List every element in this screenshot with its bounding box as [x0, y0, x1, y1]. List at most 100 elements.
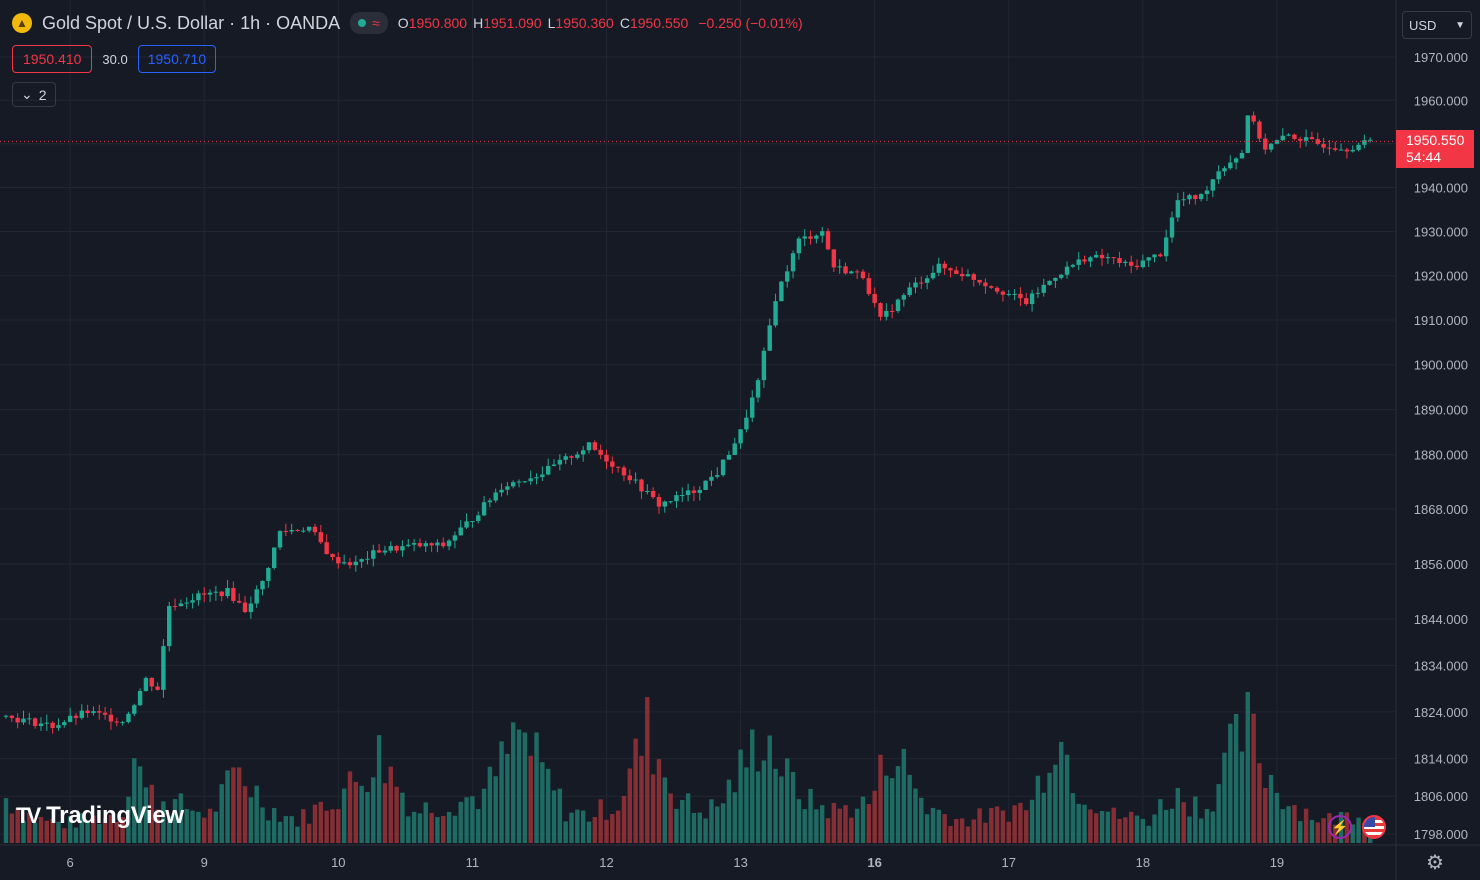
volume-bar [720, 803, 726, 843]
market-status-pill[interactable]: ≈ [350, 12, 388, 34]
candle-body [994, 287, 1000, 292]
volume-bar [557, 788, 563, 843]
volume-bar [703, 818, 708, 843]
candle-body [1053, 277, 1058, 281]
volume-bar [1222, 752, 1227, 843]
candle-body [889, 311, 895, 313]
candle-body [260, 581, 265, 590]
candle-body [942, 263, 947, 269]
candle-body [610, 461, 615, 467]
volume-bar [849, 817, 854, 843]
volume-bar [1181, 802, 1186, 843]
candle-body [137, 691, 143, 706]
volume-bar [114, 822, 119, 843]
volume-bar [429, 812, 434, 843]
volume-bar [1158, 799, 1163, 843]
candle-body [242, 602, 248, 613]
volume-bar [627, 768, 633, 843]
volume-bar [1169, 808, 1175, 843]
volume-bar [732, 792, 737, 843]
candle-body [685, 490, 691, 495]
change-value: −0.250 (−0.01%) [698, 15, 803, 31]
candle-body [779, 281, 784, 302]
lightning-icon[interactable]: ⚡ [1328, 815, 1352, 839]
candle-body [207, 592, 213, 595]
volume-bar [1018, 802, 1023, 843]
settings-gear-icon[interactable]: ⚙ [1426, 852, 1444, 874]
candle-body [820, 231, 825, 236]
candle-body [9, 715, 15, 718]
volume-bar [697, 812, 702, 843]
volume-bar [511, 722, 516, 843]
candle-body [219, 591, 224, 597]
volume-bar [814, 809, 819, 843]
candle-body [977, 279, 982, 283]
candle-body [715, 475, 720, 477]
candle-body [691, 490, 697, 493]
symbol-title[interactable]: Gold Spot / U.S. Dollar · 1h · OANDA [42, 12, 341, 33]
volume-bar [1257, 763, 1262, 843]
candle-body [1333, 148, 1338, 150]
volume-bar [610, 814, 615, 843]
us-flag-icon[interactable] [1362, 815, 1386, 839]
volume-bar [1105, 811, 1111, 843]
candle-body [1123, 261, 1128, 263]
candle-body [621, 467, 627, 476]
volume-bar [691, 812, 697, 843]
candle-body [720, 459, 726, 476]
y-tick-label: 1868.000 [1414, 502, 1468, 517]
close-value: 1950.550 [629, 15, 689, 31]
volume-bar [161, 801, 166, 843]
volume-bar [38, 817, 44, 843]
volume-bar [202, 817, 207, 843]
candle-body [959, 273, 965, 277]
candle-body [650, 490, 656, 498]
candle-body [592, 442, 598, 450]
sell-button[interactable]: 1950.410 [12, 45, 93, 73]
volume-bar [1099, 810, 1105, 843]
volume-bar [1198, 818, 1204, 843]
candle-body [505, 486, 510, 490]
candle-body [1012, 293, 1017, 295]
volume-bar [1047, 772, 1052, 843]
candle-body [1216, 171, 1221, 180]
volume-bar [242, 786, 248, 843]
candle-body [102, 712, 108, 715]
candle-body [32, 718, 38, 727]
candle-body [569, 456, 574, 458]
volume-bar [365, 792, 370, 843]
volume-bar [137, 766, 143, 843]
tradingview-mark-icon: TV [16, 803, 41, 828]
volume-bar [423, 802, 428, 843]
candle-body [1251, 115, 1256, 122]
volume-bar [1035, 775, 1041, 843]
candle-body [1280, 135, 1285, 141]
volume-bar [522, 732, 528, 843]
volume-bar [1041, 792, 1046, 843]
candle-body [545, 465, 551, 475]
y-tick-label: 1920.000 [1414, 269, 1468, 284]
volume-bar [942, 814, 947, 843]
volume-bar [761, 760, 767, 843]
buy-button[interactable]: 1950.710 [137, 45, 217, 73]
volume-bar [1303, 808, 1309, 843]
y-tick-label: 1798.000 [1414, 827, 1468, 842]
symbol-gold-icon[interactable]: ▲ [12, 13, 32, 33]
volume-bar [1292, 805, 1297, 843]
tradingview-logo[interactable]: TV TradingView [16, 802, 184, 830]
candle-body [97, 711, 102, 713]
high-label: H [473, 15, 484, 31]
volume-bar [464, 797, 469, 843]
volume-bar [1251, 713, 1256, 843]
candle-body [347, 562, 353, 566]
candle-body [1239, 152, 1245, 159]
candle-body [1268, 143, 1274, 150]
volume-bar [1024, 810, 1029, 843]
volume-bar [411, 811, 417, 843]
candle-body [557, 459, 563, 465]
volume-bar [21, 820, 26, 843]
candle-body [511, 482, 516, 487]
currency-dropdown[interactable]: USD ▼ [1402, 11, 1472, 39]
indicators-toggle-button[interactable]: ⌄ 2 [12, 82, 56, 107]
